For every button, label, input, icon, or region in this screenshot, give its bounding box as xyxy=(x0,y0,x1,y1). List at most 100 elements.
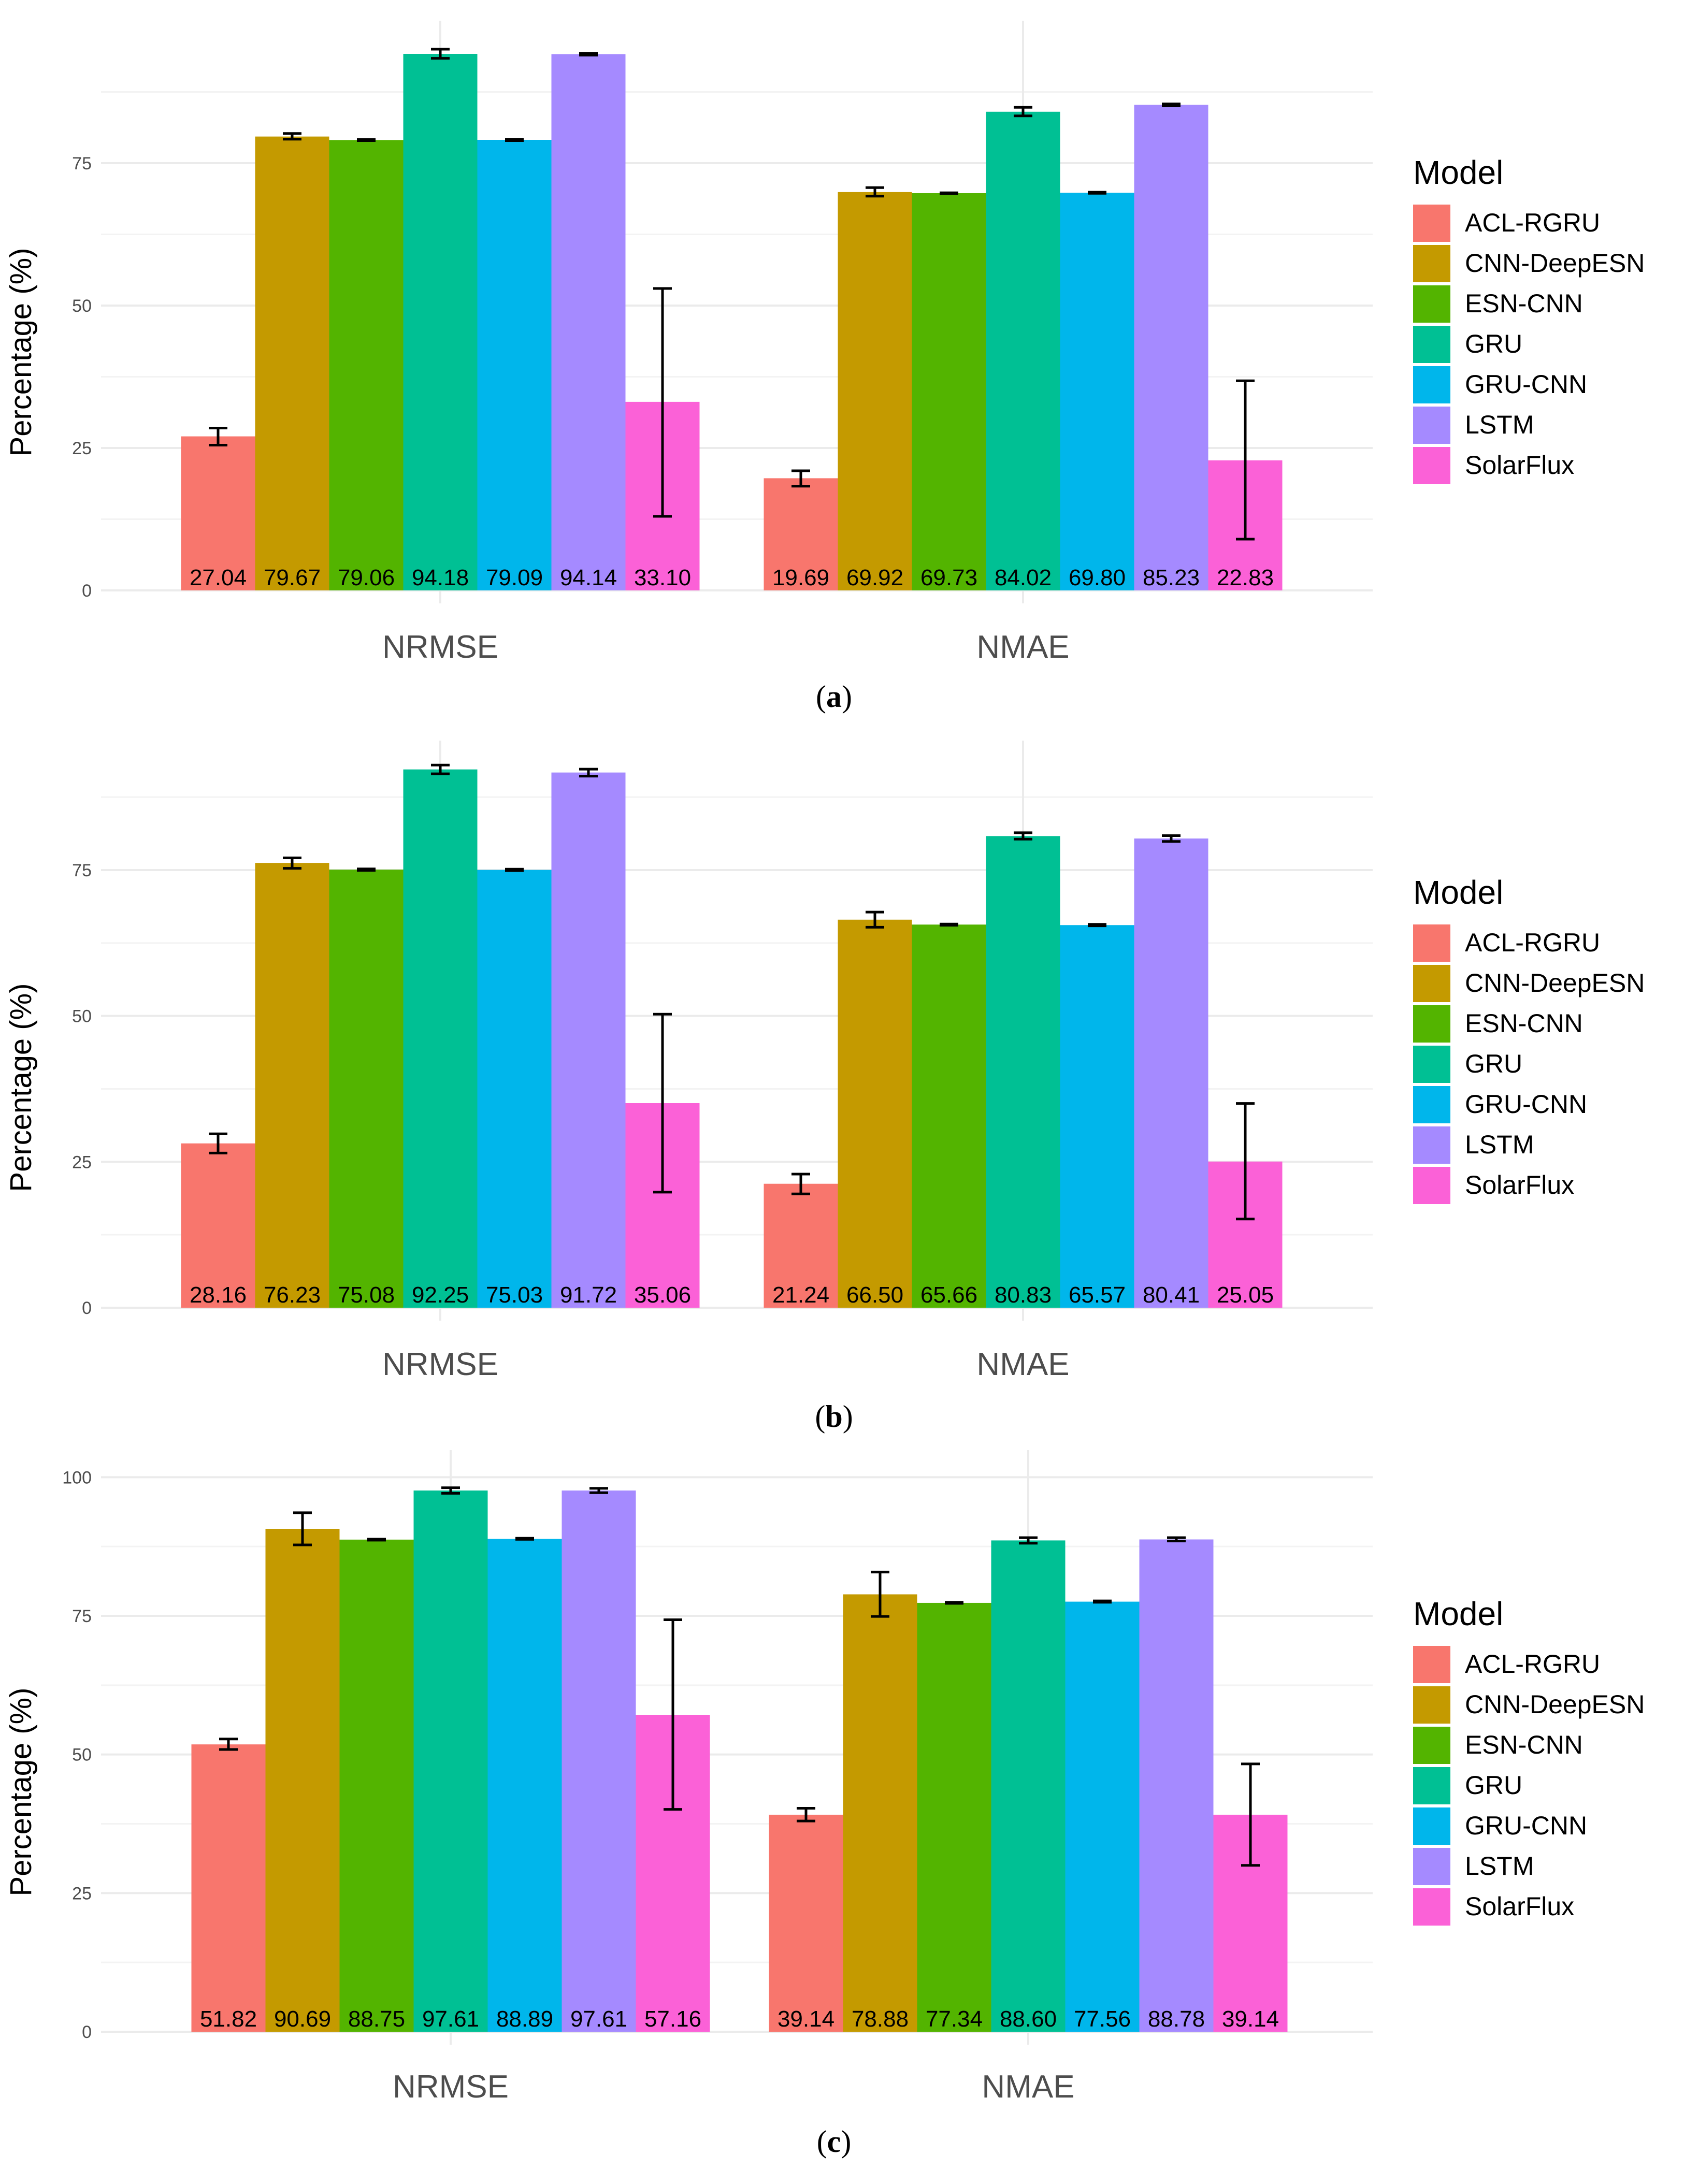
error-bar xyxy=(1241,1762,1260,1867)
caption-letter: b xyxy=(825,1399,842,1434)
bar-esn-cnn-nmae xyxy=(917,1602,991,2032)
bar-gru-nmae xyxy=(991,1540,1066,2032)
error-bar xyxy=(866,910,884,929)
error-bar xyxy=(431,48,450,60)
error-bar xyxy=(357,138,376,142)
bar-value-label: 39.14 xyxy=(778,2006,834,2032)
panel-caption: (b) xyxy=(815,1399,853,1434)
bar-value-label: 88.78 xyxy=(1148,2006,1205,2032)
bar-value-label: 94.14 xyxy=(560,565,617,590)
bar-lstm-nmae xyxy=(1134,838,1208,1308)
y-axis-label: Percentage (%) xyxy=(4,248,38,457)
error-bar xyxy=(1162,834,1181,843)
y-tick-label: 0 xyxy=(82,1298,92,1318)
bar-cnn-deepesn-nrmse xyxy=(265,1529,340,2032)
error-bar xyxy=(1014,106,1032,118)
legend-label: ESN-CNN xyxy=(1465,1009,1583,1038)
bar-value-label: 75.03 xyxy=(486,1282,543,1308)
bar-value-label: 77.34 xyxy=(926,2006,983,2032)
caption-close-paren: ) xyxy=(841,2124,851,2159)
legend-title: Model xyxy=(1413,874,1503,911)
error-bar xyxy=(797,1807,815,1823)
legend-label: GRU xyxy=(1465,329,1522,358)
panel-caption: (c) xyxy=(817,2124,852,2159)
error-bar xyxy=(505,867,524,872)
legend-swatch xyxy=(1413,1727,1450,1764)
error-bar xyxy=(653,1013,672,1194)
caption-close-paren: ) xyxy=(843,1399,853,1434)
bar-value-label: 97.61 xyxy=(570,2006,627,2032)
error-bar xyxy=(441,1486,460,1495)
error-bar xyxy=(1088,191,1106,195)
error-bar xyxy=(293,1511,312,1546)
legend-label: SolarFlux xyxy=(1465,1892,1574,1921)
error-bar xyxy=(940,191,958,195)
caption-letter: a xyxy=(826,679,842,714)
bar-lstm-nrmse xyxy=(562,1490,636,2032)
bar-value-label: 94.18 xyxy=(412,565,469,590)
error-bar xyxy=(1088,923,1106,928)
legend-label: CNN-DeepESN xyxy=(1465,249,1645,278)
x-category-label: NMAE xyxy=(982,2069,1074,2105)
bar-lstm-nmae xyxy=(1139,1539,1214,2032)
error-bar xyxy=(367,1538,386,1542)
error-bar xyxy=(589,1487,608,1494)
bar-value-label: 90.69 xyxy=(274,2006,331,2032)
bar-gru-cnn-nmae xyxy=(1060,925,1134,1308)
legend-swatch xyxy=(1413,1848,1450,1885)
error-bar xyxy=(1236,1102,1255,1221)
error-bar xyxy=(664,1618,682,1811)
bar-value-label: 84.02 xyxy=(995,565,1052,590)
legend-swatch xyxy=(1413,407,1450,444)
bar-lstm-nmae xyxy=(1134,105,1208,591)
bar-gru-cnn-nrmse xyxy=(477,870,552,1308)
legend-label: SolarFlux xyxy=(1465,451,1574,480)
legend-swatch xyxy=(1413,1167,1450,1204)
error-bar xyxy=(219,1738,238,1751)
bar-gru-cnn-nmae xyxy=(1060,193,1134,590)
legend-swatch xyxy=(1413,1646,1450,1683)
y-tick-label: 75 xyxy=(72,154,92,173)
legend-swatch xyxy=(1413,447,1450,484)
chart-panel-b: 0 25 50 75 Percentage (%) 28.16 76.23 75.08 92.2… xyxy=(4,741,1645,1434)
caption-open-paren: ( xyxy=(817,2124,827,2159)
bar-value-label: 79.06 xyxy=(338,565,395,590)
legend-swatch xyxy=(1413,285,1450,323)
bar-value-label: 27.04 xyxy=(190,565,247,590)
error-bar xyxy=(1167,1536,1186,1542)
x-category-label: NRMSE xyxy=(393,2069,509,2105)
legend-label: GRU-CNN xyxy=(1465,1090,1587,1119)
legend-label: SolarFlux xyxy=(1465,1170,1574,1199)
y-tick-label: 25 xyxy=(72,1884,92,1903)
y-tick-label: 0 xyxy=(82,581,92,601)
legend-label: ESN-CNN xyxy=(1465,289,1583,318)
bar-acl-rgru-nmae xyxy=(764,478,838,590)
caption-open-paren: ( xyxy=(816,679,826,714)
error-bar xyxy=(209,1132,227,1154)
y-tick-label: 100 xyxy=(62,1468,92,1487)
legend-label: ACL-RGRU xyxy=(1465,1650,1600,1679)
legend: Model ACL-RGRU CNN-DeepESN ESN-CNN GRU GRU-CN… xyxy=(1413,154,1645,484)
bar-cnn-deepesn-nmae xyxy=(838,192,912,590)
y-tick-label: 50 xyxy=(72,296,92,316)
legend-label: ACL-RGRU xyxy=(1465,928,1600,957)
bar-cnn-deepesn-nrmse xyxy=(255,136,329,590)
bar-value-label: 88.89 xyxy=(496,2006,553,2032)
bar-value-label: 65.66 xyxy=(920,1282,977,1308)
y-tick-label: 0 xyxy=(82,2022,92,2042)
bar-acl-rgru-nmae xyxy=(764,1183,838,1308)
bar-esn-cnn-nrmse xyxy=(339,1539,414,2032)
legend-swatch xyxy=(1413,1046,1450,1083)
bar-esn-cnn-nmae xyxy=(912,924,986,1308)
x-category-label: NRMSE xyxy=(382,1347,498,1382)
caption-close-paren: ) xyxy=(842,679,852,714)
legend-swatch xyxy=(1413,326,1450,363)
bar-value-label: 35.06 xyxy=(634,1282,691,1308)
legend-swatch xyxy=(1413,245,1450,282)
legend-swatch xyxy=(1413,965,1450,1002)
legend-swatch xyxy=(1413,1086,1450,1123)
bar-value-label: 69.80 xyxy=(1069,565,1126,590)
error-bar xyxy=(791,1173,810,1195)
bar-value-label: 69.73 xyxy=(920,565,977,590)
